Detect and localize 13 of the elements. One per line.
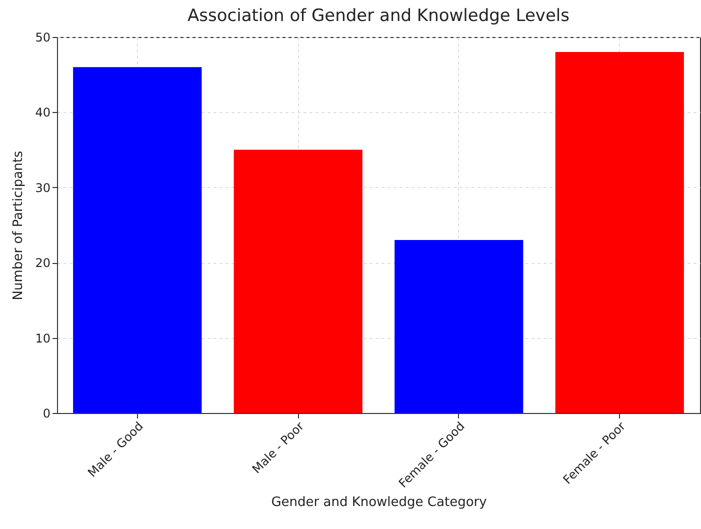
y-tick-label: 30: [35, 180, 50, 195]
bar: [234, 150, 362, 413]
x-axis-title: Gender and Knowledge Category: [271, 494, 488, 510]
bar: [555, 52, 684, 413]
y-tick-label: 50: [35, 30, 50, 44]
y-tick-label: 0: [42, 406, 50, 420]
y-axis-title: Number of Participants: [11, 150, 26, 300]
bar: [394, 240, 524, 413]
y-tick-label: 10: [35, 331, 50, 346]
y-tick-label: 40: [35, 106, 50, 120]
bar: [73, 67, 202, 413]
y-tick-label: 20: [35, 256, 50, 270]
chart-title: Association of Gender and Knowledge Levels: [187, 6, 570, 26]
